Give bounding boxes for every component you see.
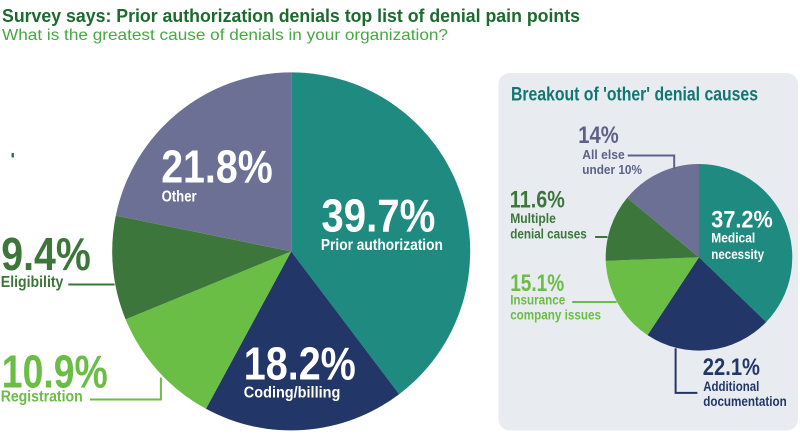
svg-text:All else: All else — [582, 148, 624, 162]
svg-text:22.1%: 22.1% — [703, 354, 760, 381]
svg-text:denial causes: denial causes — [510, 227, 587, 242]
svg-text:15.1%: 15.1% — [510, 270, 564, 297]
svg-text:37.2%: 37.2% — [711, 207, 773, 234]
svg-text:Prior authorization: Prior authorization — [321, 237, 443, 254]
svg-text:Breakout of 'other' denial cau: Breakout of 'other' denial causes — [511, 85, 758, 106]
svg-text:Insurance: Insurance — [510, 293, 565, 308]
svg-text:under 10%: under 10% — [582, 163, 642, 177]
svg-text:Medical: Medical — [711, 231, 755, 246]
svg-text:necessity: necessity — [711, 247, 764, 262]
svg-text:9.4%: 9.4% — [1, 228, 91, 280]
svg-text:21.8%: 21.8% — [161, 141, 273, 193]
svg-text:Multiple: Multiple — [510, 211, 556, 226]
svg-text:Survey says: Prior authorizati: Survey says: Prior authorization denials… — [2, 6, 580, 26]
svg-text:39.7%: 39.7% — [321, 189, 435, 241]
svg-text:documentation: documentation — [703, 394, 787, 409]
svg-text:Coding/billing: Coding/billing — [244, 385, 340, 402]
svg-text:11.6%: 11.6% — [510, 187, 565, 214]
svg-text:18.2%: 18.2% — [244, 338, 356, 390]
svg-text:What is the greatest cause of: What is the greatest cause of denials in… — [2, 27, 448, 44]
svg-text:company issues: company issues — [510, 308, 601, 323]
svg-text:Registration: Registration — [1, 389, 83, 406]
svg-text:Additional: Additional — [703, 379, 759, 394]
svg-text:14%: 14% — [578, 122, 619, 149]
svg-text:Other: Other — [162, 188, 197, 205]
svg-text:Eligibility: Eligibility — [1, 274, 64, 291]
svg-text:10.9%: 10.9% — [2, 345, 108, 397]
